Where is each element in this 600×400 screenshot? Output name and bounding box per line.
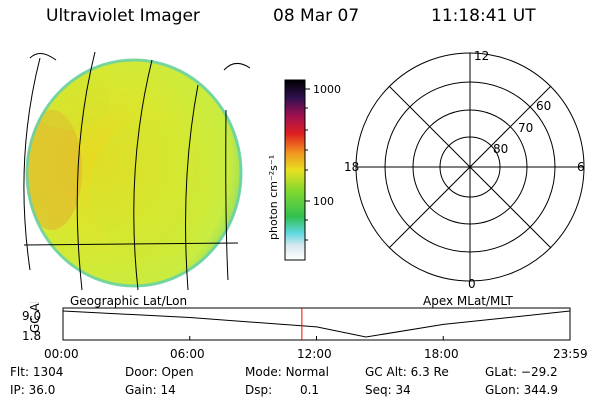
info-gain: Gain: 14: [125, 383, 176, 397]
polar-plot: 12 18 6 0 60 70 80: [344, 49, 585, 291]
x-tick-2359: 23:59: [553, 347, 588, 361]
x-tick-1200: 12:00: [297, 347, 332, 361]
flt-label: Flt:: [10, 365, 29, 379]
mode-value: Normal: [285, 365, 329, 379]
glat-label: GLat:: [485, 365, 518, 379]
dsp-value: 0.1: [299, 383, 320, 397]
altitude-curve: [62, 310, 571, 338]
info-gc-alt: GC Alt: 6.3 Re: [365, 365, 449, 379]
geographic-image: [23, 51, 251, 290]
seq-value: 34: [395, 383, 411, 397]
altitude-y-tick-1.8: 1.8: [22, 329, 41, 343]
x-tick-1800: 18:00: [424, 347, 459, 361]
altitude-frame: [62, 307, 571, 341]
color-tick-100: 100: [313, 195, 334, 208]
observation-date: 08 Mar 07: [273, 6, 360, 26]
x-tick-0000: 00:00: [44, 347, 79, 361]
mlat-label-70: 70: [518, 121, 533, 135]
gc-alt-label: GC Alt:: [365, 365, 407, 379]
info-glat: GLat: −29.2: [485, 365, 558, 379]
dsp-label: Dsp:: [245, 383, 273, 397]
color-tick-1000: 1000: [313, 83, 341, 96]
door-value: Open: [161, 365, 194, 379]
seq-label: Seq:: [365, 383, 392, 397]
mlat-label-80: 80: [493, 142, 508, 156]
color-bar-ticks: [305, 88, 310, 241]
flt-value: 1304: [32, 365, 64, 379]
altitude-plot: GC Alt 9.0 1.8 00:00 06:00 12:00 18:00 2…: [22, 302, 588, 361]
ip-label: IP:: [10, 383, 25, 397]
glon-label: GLon:: [485, 383, 520, 397]
earth-disk: [26, 59, 242, 287]
mlat-label-60: 60: [536, 99, 551, 113]
polar-rings: [355, 52, 585, 282]
color-bar-unit: photon cm⁻²s⁻¹: [267, 155, 280, 240]
mlt-label-6: 6: [577, 160, 585, 174]
info-door: Door: Open: [125, 365, 194, 379]
instrument-title: Ultraviolet Imager: [46, 6, 200, 26]
info-mode: Mode: Normal: [245, 365, 329, 379]
glat-value: −29.2: [520, 365, 558, 379]
info-seq: Seq: 34: [365, 383, 411, 397]
color-scale: 1000 100 photon cm⁻²s⁻¹: [267, 79, 341, 261]
gain-label: Gain:: [125, 383, 157, 397]
gain-value: 14: [160, 383, 176, 397]
info-ip: IP: 36.0: [10, 383, 55, 397]
info-flt: Flt: 1304: [10, 365, 63, 379]
altitude-x-ticks: [189, 336, 444, 340]
glon-value: 344.9: [523, 383, 558, 397]
door-label: Door:: [125, 365, 158, 379]
altitude-y-tick-9: 9.0: [22, 309, 41, 323]
info-glon: GLon: 344.9: [485, 383, 558, 397]
observation-time: 11:18:41 UT: [431, 6, 536, 26]
apex-caption: Apex MLat/MLT: [423, 294, 513, 308]
mode-label: Mode:: [245, 365, 282, 379]
geo-grid: [23, 51, 251, 290]
altitude-axis-title: GC Alt: [28, 302, 42, 333]
gc-alt-value: 6.3 Re: [410, 365, 449, 379]
mlt-label-18: 18: [344, 160, 359, 174]
geographic-caption: Geographic Lat/Lon: [70, 294, 188, 308]
ip-value: 36.0: [28, 383, 56, 397]
mlt-label-0: 0: [468, 277, 476, 291]
x-tick-0600: 06:00: [170, 347, 205, 361]
info-dsp: Dsp: 0.1: [245, 383, 319, 397]
mlt-label-12: 12: [474, 49, 489, 63]
color-bar: [284, 79, 306, 261]
